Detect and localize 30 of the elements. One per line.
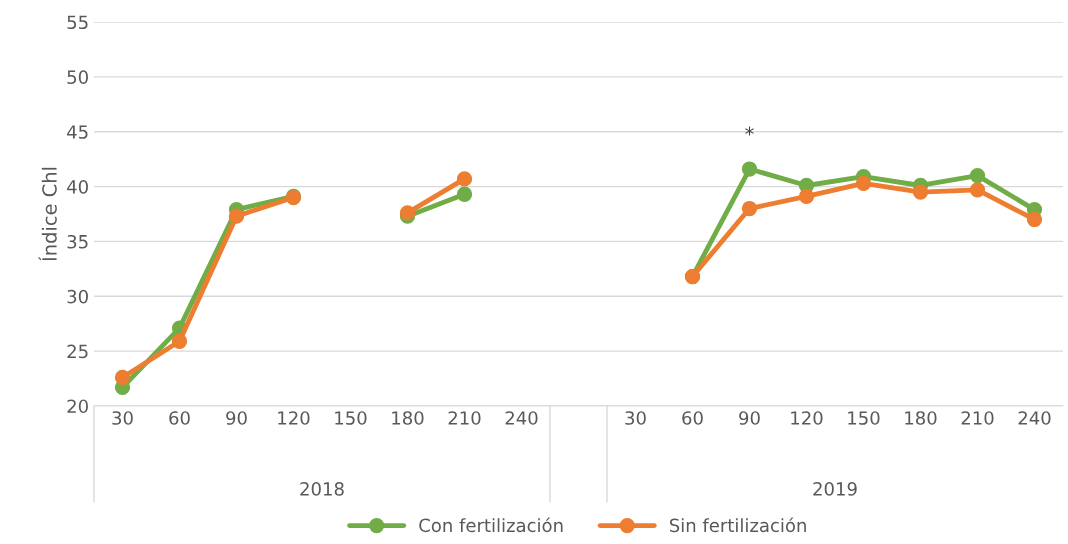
y-axis-title: Índice Chl bbox=[38, 167, 57, 261]
x-tick-label: 30 bbox=[625, 411, 646, 425]
y-tick-label: 40 bbox=[67, 180, 88, 194]
y-tick-label: 30 bbox=[67, 289, 88, 304]
x-tick-label: 90 bbox=[739, 411, 760, 425]
y-tick-label: 55 bbox=[67, 15, 88, 30]
y-tick-label: 20 bbox=[67, 399, 88, 414]
x-tick-label: 180 bbox=[905, 411, 937, 425]
legend-label: Sin fertilización bbox=[669, 517, 806, 533]
x-tick-label: 120 bbox=[791, 411, 823, 425]
legend-label: Con fertilización bbox=[419, 517, 563, 533]
x-tick-label: 150 bbox=[848, 411, 880, 425]
x-tick-label: 210 bbox=[961, 411, 994, 425]
text: 2019 bbox=[813, 482, 857, 496]
y-tick-label: 45 bbox=[67, 125, 88, 139]
x-tick-label: 180 bbox=[392, 411, 424, 425]
x-tick-label: 60 bbox=[682, 411, 703, 425]
x-tick-label: 30 bbox=[112, 411, 133, 425]
x-tick-label: 240 bbox=[1018, 411, 1051, 425]
y-tick-label: 50 bbox=[67, 70, 88, 84]
x-tick-label: 120 bbox=[278, 411, 310, 425]
y-tick-label: 35 bbox=[67, 234, 88, 249]
x-tick-label: 240 bbox=[505, 411, 538, 425]
y-tick-label: 25 bbox=[67, 344, 88, 359]
x-tick-label: 210 bbox=[448, 411, 481, 425]
x-tick-label: 150 bbox=[335, 411, 367, 425]
text: 2018 bbox=[300, 482, 344, 496]
x-tick-label: 90 bbox=[226, 411, 247, 425]
x-tick-label: 60 bbox=[169, 411, 190, 425]
data-label: * bbox=[745, 126, 754, 136]
